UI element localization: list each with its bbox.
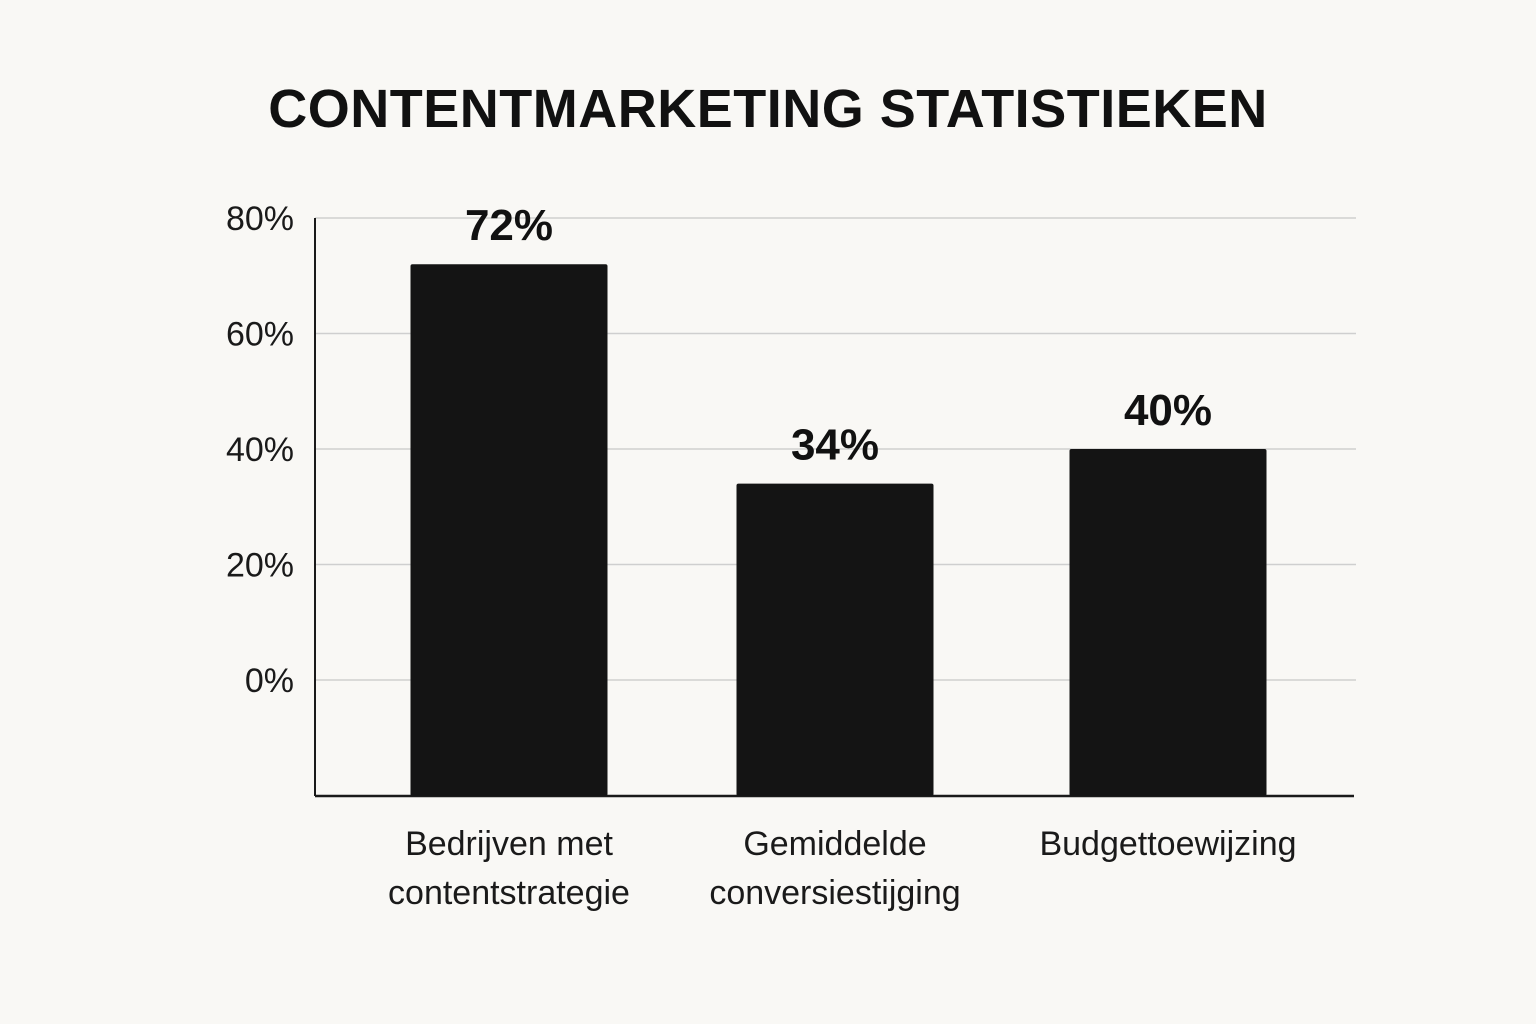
category-label: Gemiddelde conversiestijging [709, 825, 960, 912]
bar [1069, 449, 1267, 796]
category-label: Bedrijven met contentstrategie [388, 825, 630, 912]
category-label-line: conversiestijging [709, 874, 960, 912]
bar [736, 483, 934, 796]
category-label-line: Bedrijven met [405, 825, 613, 863]
category-label-line: Budgettoewijzing [1039, 825, 1296, 863]
chart-title: CONTENTMARKETING STATISTIEKEN [268, 79, 1268, 139]
category-label-line: Gemiddelde [743, 825, 926, 863]
y-tick-label: 0% [245, 662, 294, 700]
value-label: 34% [791, 421, 879, 470]
category-label-line: contentstrategie [388, 874, 630, 912]
bar [410, 264, 608, 796]
y-tick-label: 80% [226, 200, 294, 238]
value-label: 40% [1124, 386, 1212, 435]
value-label: 72% [465, 201, 553, 250]
y-tick-label: 40% [226, 431, 294, 469]
y-tick-label: 20% [226, 547, 294, 585]
y-tick-label: 60% [226, 316, 294, 354]
category-label: Budgettoewijzing [1039, 825, 1296, 863]
